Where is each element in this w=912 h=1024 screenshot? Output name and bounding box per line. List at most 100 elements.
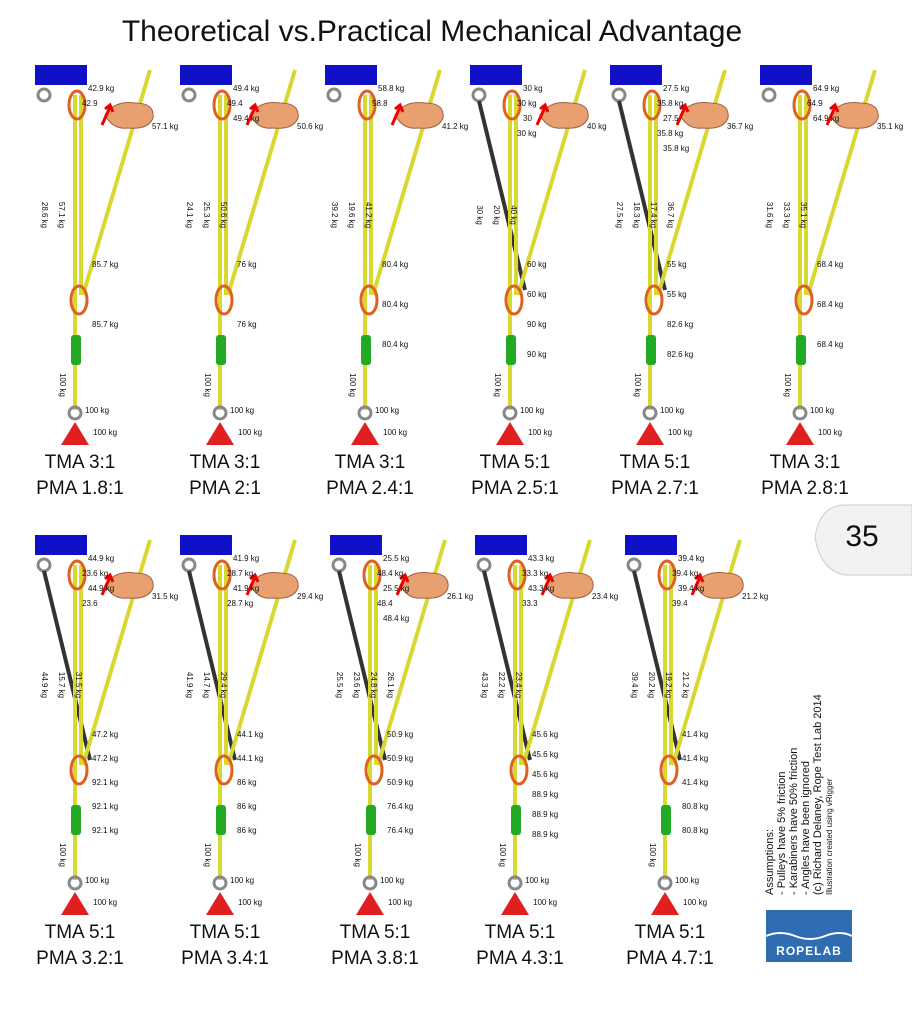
carabiner: [212, 89, 232, 121]
force-label: 39.4 kg: [672, 569, 698, 578]
force-label: 68.4 kg: [817, 340, 843, 349]
force-label: 100 kg: [238, 428, 262, 437]
force-label: 23.6 kg: [82, 569, 108, 578]
force-label: 100 kg: [93, 428, 117, 437]
pull-label: 21.2 kg: [742, 592, 768, 601]
pull-label: 35.1 kg: [877, 122, 903, 131]
force-label: 100 kg: [388, 898, 412, 907]
rope-grab: [646, 335, 656, 365]
force-label: 48.4: [377, 599, 393, 608]
force-label: 58.8 kg: [378, 84, 404, 93]
pull-label: 26.1 kg: [447, 592, 473, 601]
force-label: 30 kg: [517, 99, 537, 108]
rope-label: 33.3 kg: [782, 202, 791, 228]
anchor-plate: [35, 535, 87, 555]
pull-label: 40 kg: [587, 122, 607, 131]
anchor-plate: [325, 65, 377, 85]
force-label: 49.4: [227, 99, 243, 108]
force-label: 100 kg: [528, 428, 552, 437]
carabiner: [69, 754, 89, 786]
force-label: 100 kg: [93, 898, 117, 907]
pull-arrow: [690, 572, 705, 596]
force-label: 30 kg: [523, 84, 543, 93]
anchor-ring: [611, 87, 627, 103]
pull-label: 23.4 kg: [592, 592, 618, 601]
rope-label: 14.7 kg: [202, 672, 211, 698]
page-tab: [814, 504, 912, 576]
rope-label: 26.1 kg: [386, 672, 395, 698]
anchor-ring: [476, 557, 492, 573]
rope-label: 29.4 kg: [219, 672, 228, 698]
rope-label: 35.1 kg: [799, 202, 808, 228]
force-label: 100 kg: [383, 428, 407, 437]
rope-label: 41.9 kg: [185, 672, 194, 698]
pull-label: 36.7 kg: [727, 122, 753, 131]
rope-grab: [216, 805, 226, 835]
rope-label: 39.4 kg: [630, 672, 639, 698]
rope-label: 25.5 kg: [335, 672, 344, 698]
anchor-ring: [357, 405, 373, 421]
pull-arrow: [395, 572, 410, 596]
hand: [394, 102, 444, 129]
force-label: 76.4 kg: [387, 826, 413, 835]
force-label: 45.6 kg: [532, 730, 558, 739]
pma-caption: PMA 4.3:1: [476, 948, 564, 969]
anchor-ring: [761, 87, 777, 103]
load: [61, 422, 89, 445]
pull-arrow: [825, 102, 840, 126]
anchor-plate: [330, 535, 382, 555]
rope-label: 39.2 kg: [330, 202, 339, 228]
force-label: 58.8: [372, 99, 388, 108]
pma-caption: PMA 2.7:1: [611, 478, 699, 499]
pma-caption: PMA 2.8:1: [761, 478, 849, 499]
force-label: 50.9 kg: [387, 778, 413, 787]
tma-caption: TMA 5:1: [480, 452, 551, 473]
logo-text: ROPELAB: [776, 944, 842, 958]
pull-label: 57.1 kg: [152, 122, 178, 131]
force-label: 76 kg: [237, 260, 257, 269]
force-label: 41.9 kg: [233, 554, 259, 563]
rope-label: 20 kg: [492, 205, 501, 225]
note: (c) Richard Delaney, Rope Test Lab 2014: [812, 694, 824, 895]
force-label: 80.4 kg: [382, 340, 408, 349]
pull-label: 41.2 kg: [442, 122, 468, 131]
tma-caption: TMA 5:1: [485, 922, 556, 943]
carabiner: [214, 754, 234, 786]
hand: [679, 102, 729, 129]
force-label: 90 kg: [527, 320, 547, 329]
force-label: 100 kg: [683, 898, 707, 907]
force-label: 27.5: [663, 114, 679, 123]
rope-label: 100 kg: [648, 843, 657, 867]
anchor-ring: [67, 405, 83, 421]
rope-label: 100 kg: [493, 373, 502, 397]
hand: [249, 102, 299, 129]
force-label: 88.9 kg: [532, 810, 558, 819]
force-label: 39.4: [672, 599, 688, 608]
pma-caption: PMA 3.8:1: [331, 948, 419, 969]
anchor-ring: [507, 875, 523, 891]
force-label: 35.8 kg: [657, 99, 683, 108]
force-label: 48.4 kg: [383, 614, 409, 623]
force-label: 33.3: [522, 599, 538, 608]
force-label: 44.1 kg: [237, 754, 263, 763]
force-label: 86 kg: [237, 826, 257, 835]
carabiner: [214, 284, 234, 316]
force-label: 43.3 kg: [528, 554, 554, 563]
force-label: 60 kg: [527, 260, 547, 269]
force-label: 50.9 kg: [387, 730, 413, 739]
force-label: 30: [523, 114, 532, 123]
anchor-ring: [326, 87, 342, 103]
force-label: 28.7 kg: [227, 569, 253, 578]
force-label: 39.4 kg: [678, 584, 704, 593]
anchor-ring: [502, 405, 518, 421]
rope-grab: [71, 805, 81, 835]
rope-label: 100 kg: [783, 373, 792, 397]
anchor-ring: [67, 875, 83, 891]
force-label: 41.4 kg: [682, 754, 708, 763]
carabiner: [67, 559, 87, 591]
force-label: 47.2 kg: [92, 754, 118, 763]
force-label: 86 kg: [237, 802, 257, 811]
force-label: 49.4 kg: [233, 114, 259, 123]
anchor-ring: [36, 557, 52, 573]
